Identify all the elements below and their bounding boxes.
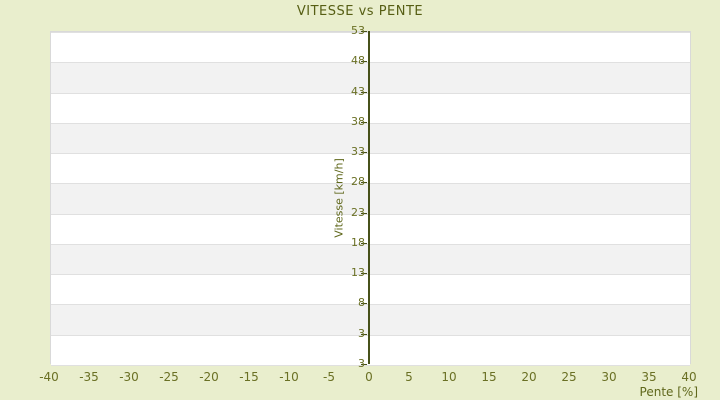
x-tick-label: 25 [561, 370, 577, 384]
plot-band [51, 122, 690, 154]
y-tick-label: 33 [351, 145, 365, 158]
x-tick-label: -5 [323, 370, 335, 384]
horizontal-gridline [51, 62, 690, 63]
plot-band [51, 243, 690, 275]
horizontal-gridline [51, 304, 690, 305]
y-tick-label: 48 [351, 54, 365, 67]
y-tick-mark [361, 92, 367, 93]
x-tick-label: -20 [199, 370, 219, 384]
y-tick-label: 43 [351, 85, 365, 98]
horizontal-gridline [51, 93, 690, 94]
x-tick-label: 5 [405, 370, 413, 384]
plot-band [51, 304, 690, 335]
y-tick-label: 38 [351, 115, 365, 128]
plot-band [51, 32, 690, 63]
x-tick-label: -35 [79, 370, 99, 384]
y-tick-mark [361, 303, 367, 304]
x-tick-label: 40 [681, 370, 697, 384]
y-tick-mark [361, 213, 367, 214]
chart-title: VITESSE vs PENTE [296, 4, 424, 19]
y-tick-label: 53 [351, 24, 365, 37]
horizontal-gridline [51, 32, 690, 33]
x-axis-title: Pente [%] [639, 385, 698, 399]
plot-area [50, 31, 691, 366]
x-tick-label: 0 [365, 370, 373, 384]
horizontal-gridline [51, 214, 690, 215]
y-tick-mark [361, 334, 367, 335]
y-tick-mark [361, 364, 367, 365]
y-tick-mark [361, 31, 367, 32]
y-tick-label: 13 [351, 266, 365, 279]
x-tick-label: 10 [441, 370, 457, 384]
y-tick-label: 18 [351, 236, 365, 249]
x-tick-label: -10 [279, 370, 299, 384]
y-tick-mark [361, 243, 367, 244]
horizontal-gridline [51, 365, 690, 366]
y-tick-label: 3 [358, 327, 365, 340]
horizontal-gridline [51, 123, 690, 124]
zero-axis-line [368, 31, 370, 364]
x-tick-label: 15 [481, 370, 497, 384]
horizontal-gridline [51, 274, 690, 275]
plot-band [51, 274, 690, 305]
horizontal-gridline [51, 244, 690, 245]
plot-band [51, 334, 690, 365]
plot-band [51, 62, 690, 93]
y-tick-mark [361, 152, 367, 153]
x-tick-label: -25 [159, 370, 179, 384]
y-tick-mark [361, 61, 367, 62]
x-tick-label: -40 [39, 370, 59, 384]
plot-band [51, 92, 690, 123]
y-tick-label: 8 [358, 296, 365, 309]
x-tick-label: 35 [641, 370, 657, 384]
x-tick-label: -15 [239, 370, 259, 384]
horizontal-gridline [51, 335, 690, 336]
x-tick-label: -30 [119, 370, 139, 384]
y-axis-title: Vitesse [km/h] [332, 158, 346, 238]
y-tick-label: 28 [351, 175, 365, 188]
y-tick-mark [361, 273, 367, 274]
y-tick-label: 3 [358, 357, 365, 370]
x-tick-label: 30 [601, 370, 617, 384]
y-tick-label: 23 [351, 206, 365, 219]
plot-band [51, 183, 690, 214]
y-tick-mark [361, 182, 367, 183]
plot-band [51, 213, 690, 244]
y-tick-mark [361, 122, 367, 123]
x-tick-label: 20 [521, 370, 537, 384]
horizontal-gridline [51, 183, 690, 184]
horizontal-gridline [51, 153, 690, 154]
plot-band [51, 153, 690, 184]
